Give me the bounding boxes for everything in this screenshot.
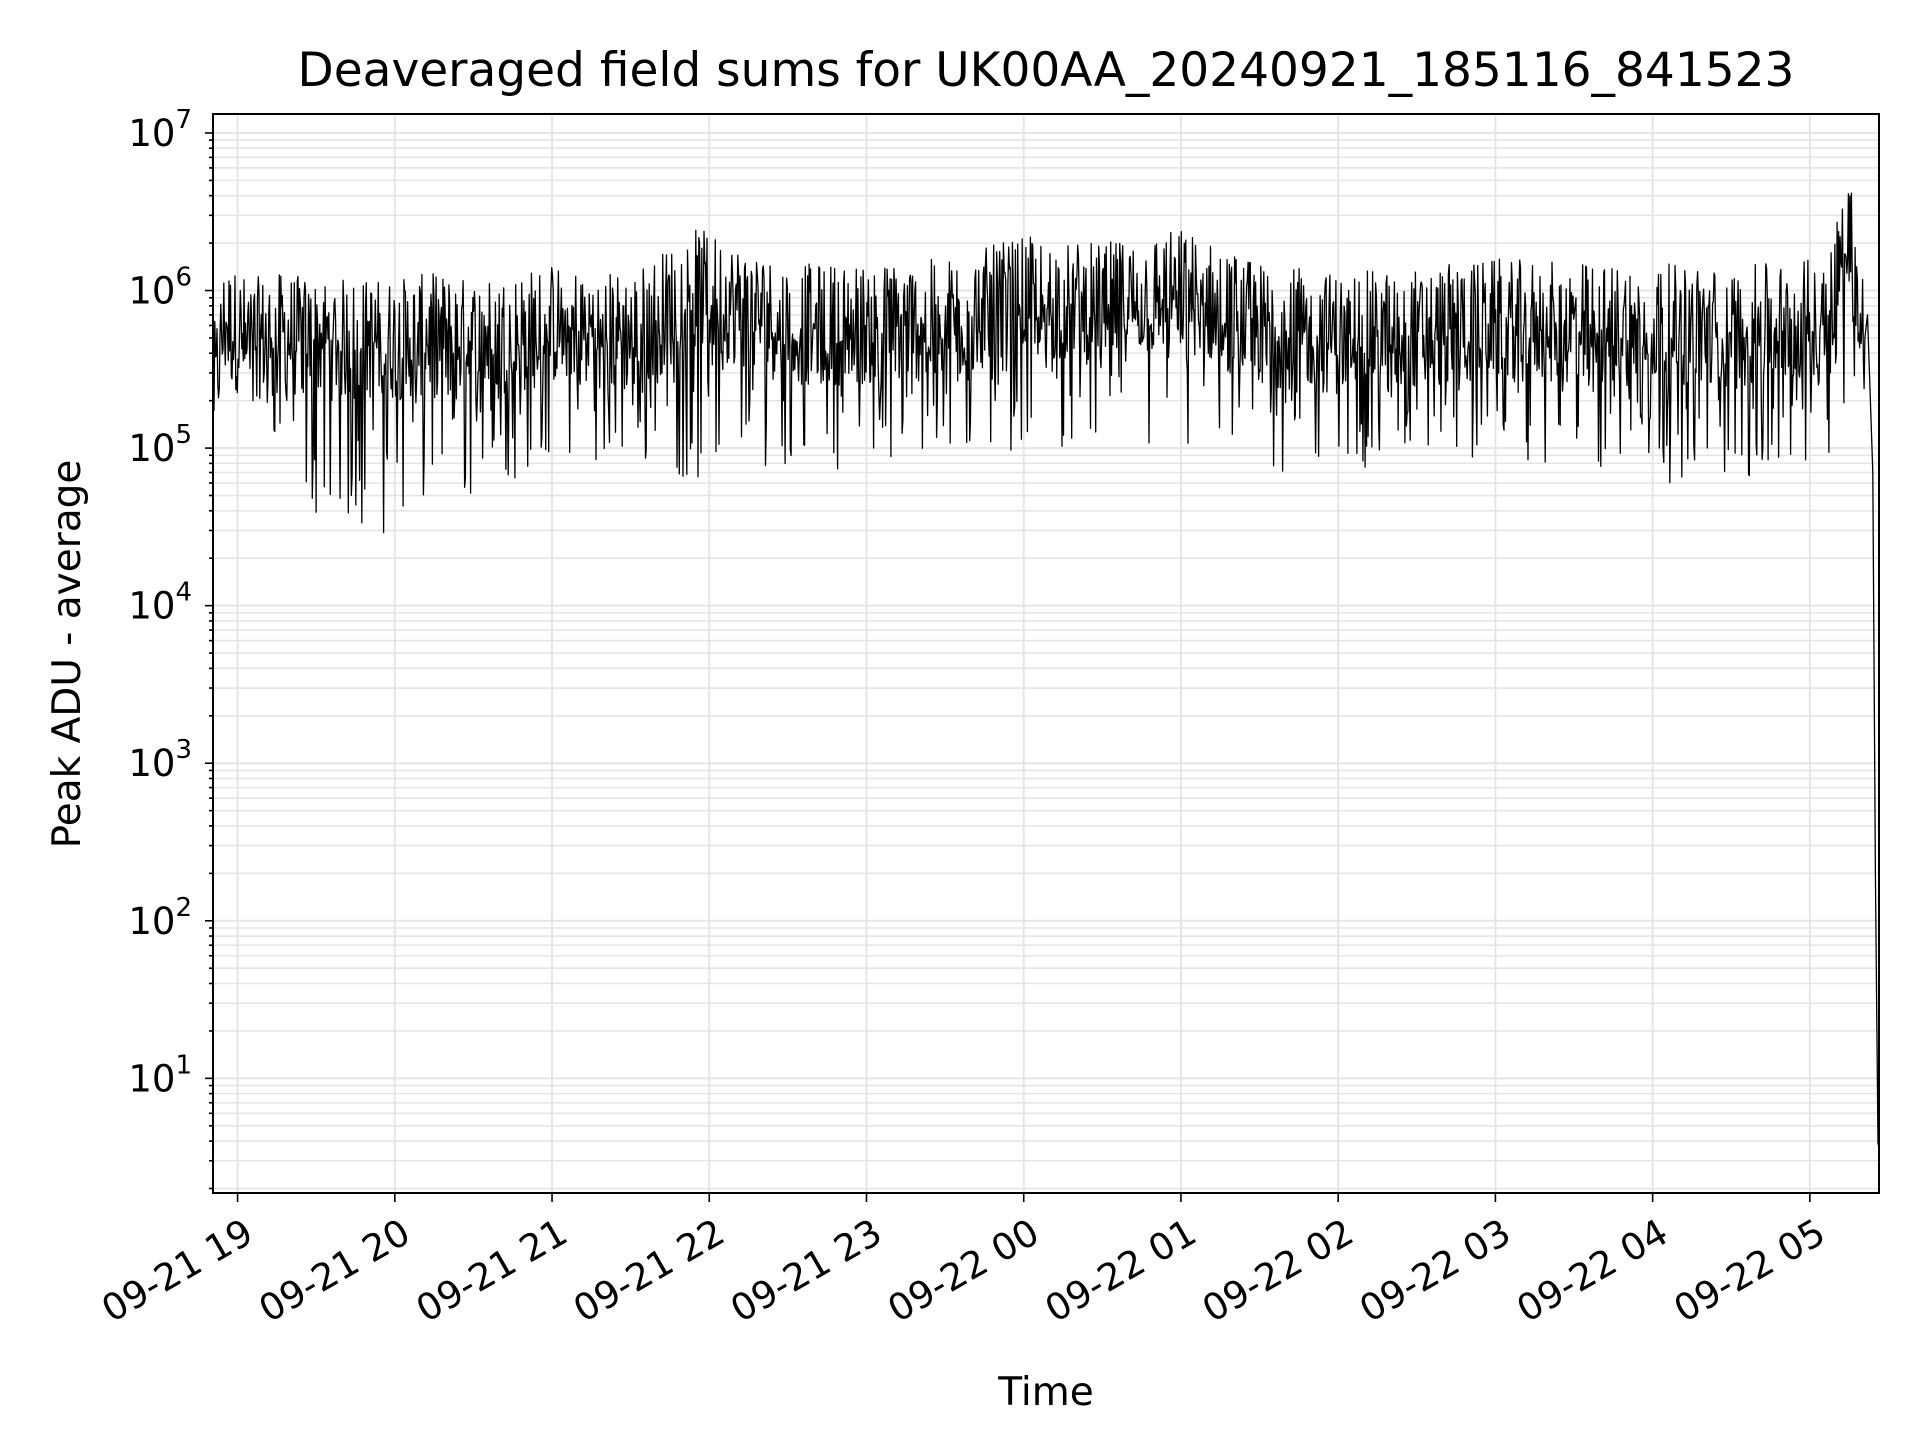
y-tick-label: 103: [128, 735, 192, 785]
y-tick-label: 105: [128, 420, 192, 470]
x-tick-label: 09-22 01: [1038, 1211, 1204, 1331]
x-tick-label: 09-21 23: [723, 1211, 889, 1331]
grid-layer: [214, 115, 1878, 1192]
x-tick-label: 09-21 19: [95, 1211, 261, 1331]
x-tick-label: 09-22 00: [881, 1211, 1047, 1331]
x-axis-label: Time: [997, 1370, 1093, 1415]
series-layer: [213, 192, 1879, 1145]
y-tick-label: 107: [128, 105, 192, 155]
y-axis-label: Peak ADU - average: [45, 460, 90, 849]
x-tick-label: 09-22 05: [1667, 1211, 1833, 1331]
y-ticks-layer: 101 102 103 104 105 106 107: [128, 105, 214, 1190]
x-tick-label: 09-22 02: [1195, 1211, 1361, 1331]
x-tick-label: 09-21 20: [252, 1211, 418, 1331]
y-tick-label: 104: [128, 578, 192, 628]
y-tick-label: 106: [128, 263, 192, 313]
x-tick-label: 09-22 03: [1352, 1211, 1518, 1331]
x-tick-label: 09-22 04: [1510, 1211, 1676, 1331]
y-tick-label: 102: [128, 893, 192, 943]
x-tick-label: 09-21 21: [409, 1211, 575, 1331]
y-tick-label: 101: [128, 1050, 192, 1100]
series-line: [213, 192, 1879, 1145]
chart-title: Deaveraged field sums for UK00AA_2024092…: [298, 43, 1795, 98]
x-tick-label: 09-21 22: [566, 1211, 732, 1331]
